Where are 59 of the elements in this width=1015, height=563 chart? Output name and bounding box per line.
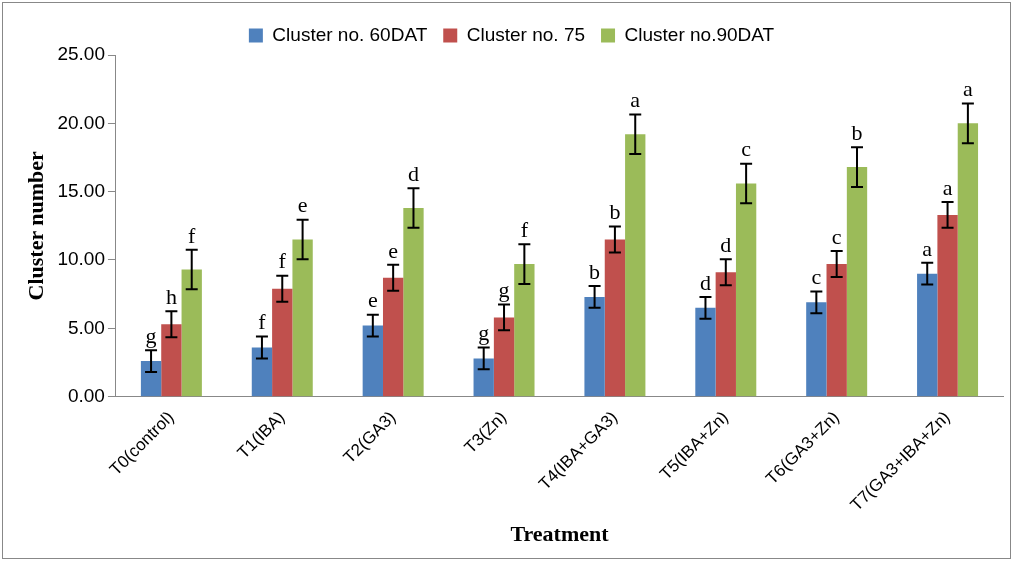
data-label: g: [145, 322, 157, 348]
bar: [161, 324, 182, 397]
data-label: d: [407, 161, 419, 187]
bar: [514, 264, 535, 397]
bar: [584, 296, 605, 397]
data-label: d: [720, 232, 732, 258]
bar: [735, 183, 757, 397]
bar: [292, 239, 313, 397]
bar: [826, 264, 847, 397]
bar: [937, 214, 958, 397]
data-label: b: [589, 258, 601, 284]
y-axis-title: Cluster number: [22, 150, 48, 301]
bar: [493, 317, 515, 397]
legend-label: Cluster no. 75: [466, 23, 586, 45]
y-tick-label: 0.00: [67, 384, 105, 406]
y-tick-label: 10.00: [57, 248, 105, 270]
data-label: f: [278, 248, 287, 274]
bar: [957, 123, 979, 397]
bar: [251, 347, 273, 397]
bar: [382, 277, 404, 397]
data-label: c: [831, 223, 842, 249]
data-label: c: [811, 264, 822, 290]
data-label: a: [963, 76, 973, 102]
data-label: e: [297, 192, 308, 218]
y-tick-label: 15.00: [57, 179, 105, 201]
bar: [362, 325, 383, 397]
bar: [806, 302, 827, 397]
bar: [181, 269, 202, 397]
data-label: a: [922, 235, 933, 261]
data-label: g: [498, 277, 510, 303]
bar: [695, 307, 716, 397]
y-tick-label: 5.00: [67, 316, 105, 338]
data-label: h: [165, 284, 177, 310]
bar: [625, 134, 646, 397]
bar: [140, 361, 162, 397]
data-label: e: [388, 237, 399, 263]
data-label: c: [741, 136, 752, 162]
data-label: b: [851, 120, 863, 146]
x-axis-title: Treatment: [510, 521, 610, 547]
data-label: f: [188, 222, 197, 248]
bar: [604, 239, 626, 397]
data-label: a: [942, 174, 953, 200]
bar: [917, 273, 938, 397]
bar: [715, 272, 736, 397]
data-label: d: [699, 269, 711, 295]
data-label: f: [258, 309, 267, 335]
data-label: a: [630, 87, 641, 113]
bar: [403, 208, 424, 397]
bar: [846, 167, 868, 397]
y-tick-label: 20.00: [57, 111, 105, 133]
bar: [473, 358, 494, 397]
bar: [272, 288, 293, 397]
data-label: e: [367, 287, 378, 313]
data-label: b: [609, 199, 621, 225]
legend-label: Cluster no. 60DAT: [272, 23, 428, 45]
y-tick-label: 25.00: [57, 43, 105, 65]
data-label: f: [520, 217, 529, 243]
legend-label: Cluster no.90DAT: [624, 23, 775, 45]
data-label: g: [478, 320, 490, 346]
